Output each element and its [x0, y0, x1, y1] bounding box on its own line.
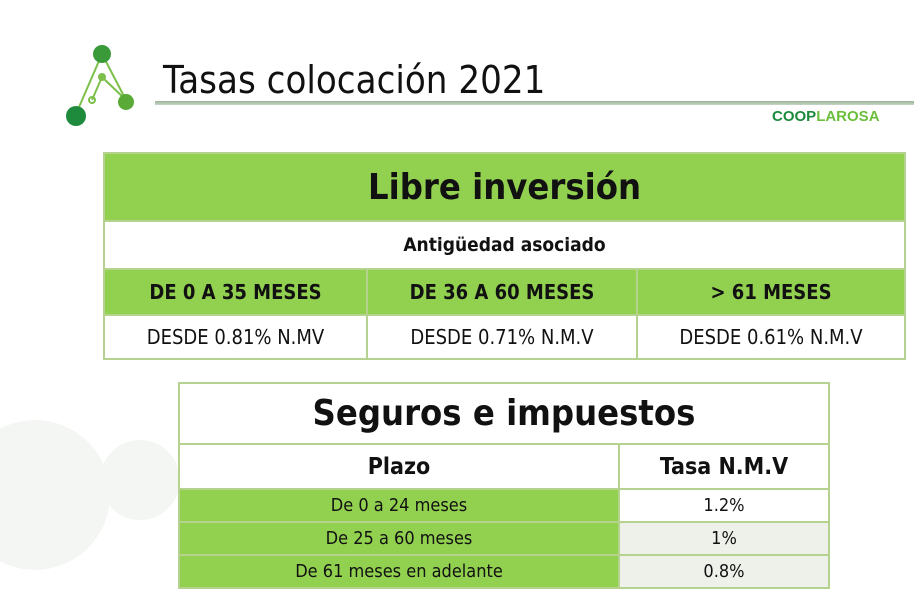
page-title: Tasas colocación 2021: [163, 58, 546, 102]
background-decoration: [0, 420, 110, 570]
column-header: > 61 MESES: [636, 268, 906, 316]
brand-logo: COOPLAROSA: [772, 108, 880, 125]
seguros-title: Seguros e impuestos: [178, 382, 830, 445]
plazo-cell: De 0 a 24 meses: [178, 488, 620, 523]
table-row: De 25 a 60 meses 1%: [178, 521, 830, 556]
libre-inversion-table: Libre inversión Antigüedad asociado DE 0…: [103, 152, 906, 360]
table-row: De 0 a 24 meses 1.2%: [178, 488, 830, 523]
background-decoration: [100, 440, 180, 520]
table-row: De 61 meses en adelante 0.8%: [178, 554, 830, 589]
column-header: DE 0 A 35 MESES: [103, 268, 368, 316]
tasa-cell: 1.2%: [618, 488, 830, 523]
libre-subtitle: Antigüedad asociado: [103, 220, 906, 270]
column-header: DE 36 A 60 MESES: [366, 268, 638, 316]
logo-icon: [66, 45, 134, 126]
tasa-header: Tasa N.M.V: [618, 443, 830, 490]
tasa-cell: 0.8%: [618, 554, 830, 589]
rate-cell: DESDE 0.71% N.M.V: [366, 314, 638, 360]
seguros-table: Seguros e impuestos Plazo Tasa N.M.V De …: [178, 382, 830, 589]
tasa-cell: 1%: [618, 521, 830, 556]
brand-part2: LAROSA: [816, 108, 880, 125]
title-divider: [155, 101, 914, 105]
libre-title: Libre inversión: [103, 152, 906, 222]
plazo-header: Plazo: [178, 443, 620, 490]
plazo-cell: De 61 meses en adelante: [178, 554, 620, 589]
brand-part1: COOP: [772, 108, 817, 125]
rate-cell: DESDE 0.61% N.M.V: [636, 314, 906, 360]
plazo-cell: De 25 a 60 meses: [178, 521, 620, 556]
rate-cell: DESDE 0.81% N.MV: [103, 314, 368, 360]
